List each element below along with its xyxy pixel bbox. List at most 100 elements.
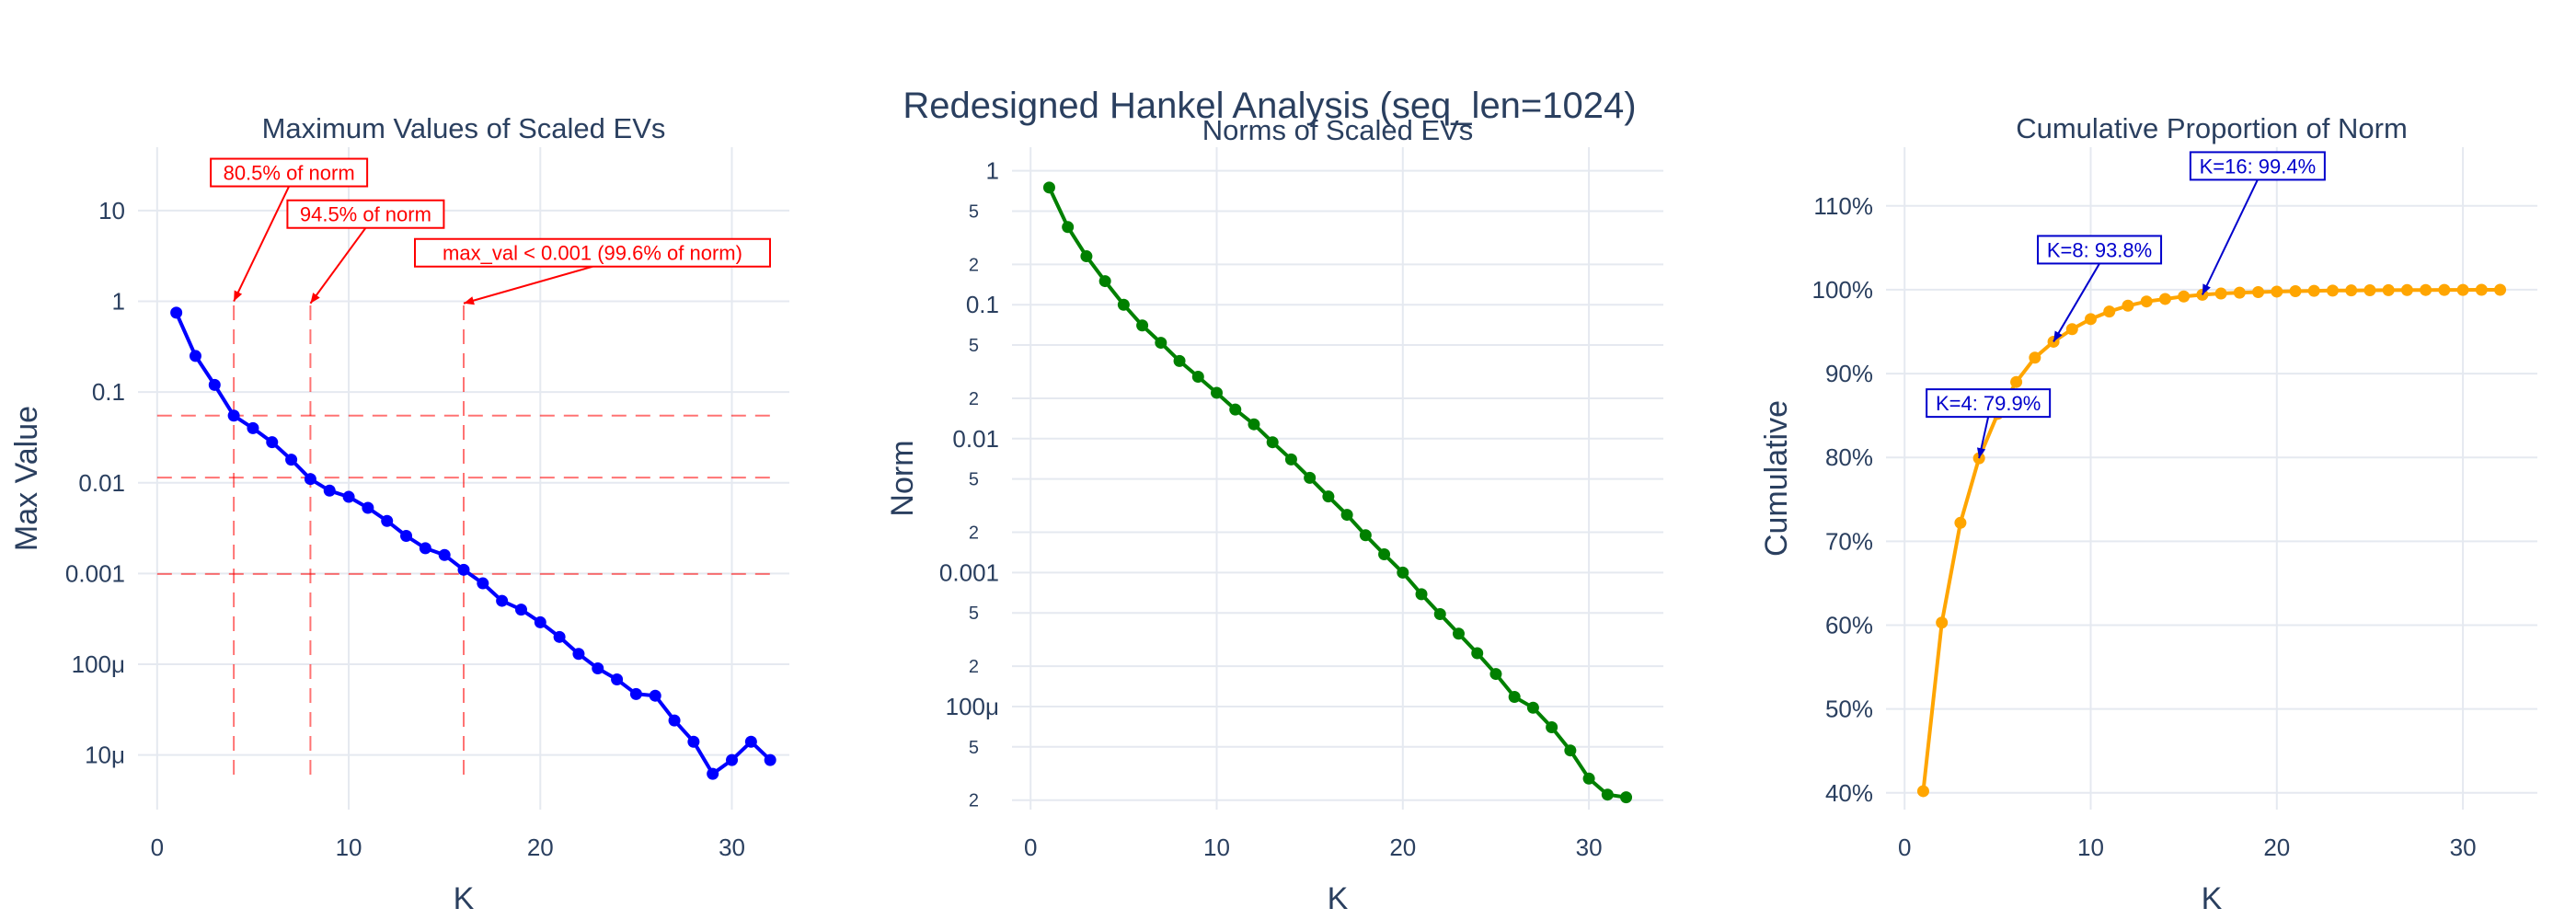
- annotation-arrowhead: [2202, 283, 2211, 295]
- x-tick-label: 10: [1203, 834, 1230, 861]
- data-point: [1936, 616, 1949, 629]
- y-tick-label: 100μ: [946, 693, 999, 720]
- data-point: [2029, 351, 2041, 364]
- annotation-arrowhead: [234, 290, 243, 302]
- y-minor-tick-label: 5: [969, 738, 979, 758]
- data-point: [2326, 284, 2339, 297]
- data-point: [170, 306, 183, 319]
- data-point: [744, 735, 757, 748]
- y-minor-tick-label: 2: [969, 791, 979, 811]
- data-point: [514, 604, 527, 616]
- data-point: [1582, 772, 1595, 785]
- y-tick-label: 80%: [1825, 443, 1873, 471]
- annotation-label: 94.5% of norm: [300, 203, 431, 226]
- y-minor-tick-label: 5: [969, 336, 979, 356]
- y-tick-label: 40%: [1825, 779, 1873, 807]
- data-point: [1526, 701, 1539, 714]
- annotation-box: [2189, 151, 2326, 181]
- annotation-arrowhead: [310, 293, 320, 304]
- annotation-label: max_val < 0.001 (99.6% of norm): [443, 242, 742, 265]
- y-tick-label: 0.1: [92, 378, 125, 406]
- data-point: [2363, 283, 2376, 296]
- data-point: [707, 767, 719, 780]
- data-point: [2140, 295, 2153, 308]
- annotation-arrow: [2201, 178, 2259, 295]
- annotation-arrow: [463, 265, 593, 305]
- data-point: [1211, 386, 1224, 399]
- data-point: [477, 577, 489, 590]
- data-point: [1546, 721, 1558, 734]
- data-point: [2122, 299, 2134, 312]
- y-tick-label: 1: [112, 288, 125, 316]
- subplot-title: Norms of Scaled EVs: [1202, 114, 1474, 146]
- data-point: [438, 548, 451, 561]
- data-point: [2178, 290, 2191, 303]
- x-axis-title: K: [2202, 881, 2223, 916]
- data-point: [1191, 370, 1204, 383]
- data-point: [189, 350, 201, 362]
- x-tick-label: 20: [2263, 834, 2290, 861]
- data-point: [496, 594, 509, 607]
- y-tick-label: 100μ: [72, 650, 125, 678]
- annotation-box: [286, 199, 445, 229]
- data-point: [1601, 788, 1614, 801]
- data-point: [419, 542, 431, 555]
- y-tick-label: 0.001: [65, 559, 125, 587]
- y-tick-label: 50%: [1825, 696, 1873, 723]
- data-point: [1080, 250, 1093, 263]
- data-point: [381, 514, 394, 527]
- y-tick-label: 110%: [1813, 192, 1873, 220]
- x-tick-label: 0: [1024, 834, 1037, 861]
- data-point: [2085, 313, 2098, 326]
- data-point: [2271, 285, 2283, 298]
- y-tick-label: 1: [986, 157, 999, 185]
- data-point: [1062, 221, 1075, 234]
- data-point: [2345, 284, 2358, 297]
- data-point: [1397, 566, 1409, 579]
- data-point: [1564, 744, 1577, 757]
- y-minor-tick-label: 2: [969, 389, 979, 409]
- y-minor-tick-label: 2: [969, 523, 979, 544]
- y-axis-title: Norm: [885, 440, 920, 516]
- data-point: [227, 409, 240, 422]
- annotation-arrow: [233, 186, 291, 302]
- data-point: [1117, 298, 1130, 311]
- x-axis-title: K: [1328, 881, 1349, 916]
- y-tick-label: 10: [98, 197, 125, 224]
- x-tick-label: 30: [719, 834, 745, 861]
- y-axis-title: Cumulative: [1759, 400, 1794, 557]
- data-point: [572, 648, 585, 661]
- y-tick-label: 90%: [1825, 360, 1873, 387]
- data-point: [687, 735, 700, 748]
- data-point: [2494, 283, 2507, 296]
- data-point: [2103, 305, 2116, 318]
- data-point: [764, 753, 776, 766]
- data-point: [362, 501, 374, 514]
- data-point: [726, 753, 739, 766]
- y-tick-label: 10μ: [85, 742, 125, 769]
- cumulative-panel: 0 10 20 30 40% 50% 60% 70% 80% 90% 100% 110% Cumulat…: [1759, 112, 2537, 916]
- y-minor-tick-label: 2: [969, 255, 979, 275]
- x-axis-title: K: [454, 881, 475, 916]
- data-point: [1229, 403, 1242, 416]
- data-point: [668, 714, 681, 727]
- data-point: [2289, 284, 2302, 297]
- data-point: [1155, 337, 1167, 350]
- data-point: [247, 421, 259, 434]
- norms-panel: 0 10 20 30 1 0.1 0.01 0.001 100μ 5 2 5 2 5 2 5 2 5 2 Norms …: [885, 114, 1663, 916]
- x-tick-label: 10: [2077, 834, 2104, 861]
- y-tick-label: 70%: [1825, 527, 1873, 555]
- annotation-arrowhead: [464, 296, 475, 305]
- data-point: [1304, 471, 1317, 484]
- annotation-box: [1926, 388, 2052, 419]
- y-minor-tick-label: 5: [969, 604, 979, 624]
- data-point: [2233, 286, 2246, 299]
- figure-title: Redesigned Hankel Analysis (seq_len=1024…: [903, 86, 1636, 126]
- x-tick-label: 0: [1898, 834, 1911, 861]
- data-point: [2382, 283, 2395, 296]
- series-line: [174, 312, 772, 776]
- x-tick-label: 20: [1389, 834, 1416, 861]
- x-tick-label: 10: [336, 834, 362, 861]
- annotation-arrow: [2053, 262, 2100, 342]
